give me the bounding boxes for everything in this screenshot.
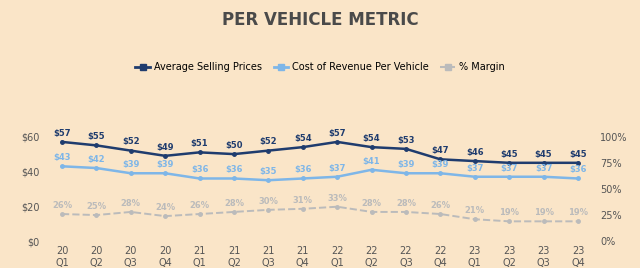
Text: $57: $57 (328, 129, 346, 138)
Text: $45: $45 (569, 150, 587, 159)
Text: $49: $49 (156, 143, 174, 152)
Text: $52: $52 (122, 137, 140, 146)
Text: $39: $39 (122, 160, 140, 169)
Text: 19%: 19% (534, 208, 554, 217)
Text: PER VEHICLE METRIC: PER VEHICLE METRIC (221, 11, 419, 29)
Text: 28%: 28% (396, 199, 416, 208)
Text: $53: $53 (397, 136, 415, 145)
Legend: Average Selling Prices, Cost of Revenue Per Vehicle, % Margin: Average Selling Prices, Cost of Revenue … (131, 58, 509, 76)
Text: 26%: 26% (52, 201, 72, 210)
Text: $51: $51 (191, 139, 209, 148)
Text: $45: $45 (535, 150, 552, 159)
Text: 19%: 19% (568, 208, 588, 217)
Text: $36: $36 (569, 165, 587, 174)
Text: 30%: 30% (259, 197, 278, 206)
Text: $43: $43 (53, 153, 71, 162)
Text: $54: $54 (294, 134, 312, 143)
Text: $54: $54 (363, 134, 380, 143)
Text: $42: $42 (88, 155, 105, 164)
Text: 25%: 25% (86, 202, 106, 211)
Text: $37: $37 (535, 163, 552, 173)
Text: 28%: 28% (362, 199, 381, 208)
Text: $36: $36 (294, 165, 312, 174)
Text: $45: $45 (500, 150, 518, 159)
Text: 26%: 26% (430, 201, 451, 210)
Text: 28%: 28% (121, 199, 141, 208)
Text: $46: $46 (466, 148, 484, 157)
Text: 33%: 33% (327, 193, 347, 203)
Text: $55: $55 (88, 132, 105, 141)
Text: 26%: 26% (189, 201, 210, 210)
Text: $39: $39 (157, 160, 174, 169)
Text: $35: $35 (260, 167, 277, 176)
Text: $39: $39 (397, 160, 415, 169)
Text: $37: $37 (328, 163, 346, 173)
Text: 21%: 21% (465, 206, 485, 215)
Text: $37: $37 (500, 163, 518, 173)
Text: $57: $57 (53, 129, 71, 138)
Text: $36: $36 (191, 165, 209, 174)
Text: $52: $52 (260, 137, 277, 146)
Text: $37: $37 (466, 163, 483, 173)
Text: $50: $50 (225, 141, 243, 150)
Text: 19%: 19% (499, 208, 519, 217)
Text: $47: $47 (431, 146, 449, 155)
Text: 28%: 28% (224, 199, 244, 208)
Text: $36: $36 (225, 165, 243, 174)
Text: 24%: 24% (155, 203, 175, 212)
Text: $41: $41 (363, 157, 380, 166)
Text: $39: $39 (432, 160, 449, 169)
Text: 31%: 31% (292, 196, 313, 205)
